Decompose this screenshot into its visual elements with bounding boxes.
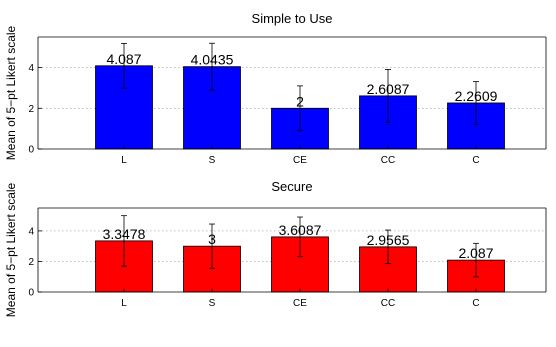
error-bar-ce	[297, 216, 303, 258]
y-tick-label: 2	[28, 257, 34, 268]
data-label-s: 3	[208, 231, 216, 247]
data-label-s: 4.0435	[191, 52, 234, 68]
x-tick-label-l: L	[121, 155, 127, 166]
x-tick-label-ce: CE	[293, 298, 307, 309]
chart-title: Secure	[271, 179, 312, 194]
error-bar-c	[473, 242, 479, 278]
error-bar-s	[209, 42, 215, 91]
data-label-c: 2.087	[458, 245, 493, 261]
y-tick-label: 2	[28, 104, 34, 115]
data-label-ce: 3.6087	[279, 222, 322, 238]
error-bar-l	[121, 42, 127, 89]
data-label-cc: 2.6087	[367, 81, 410, 97]
x-tick-label-c: C	[472, 155, 479, 166]
error-bar-c	[473, 81, 479, 125]
y-tick-label: 4	[28, 226, 34, 237]
error-bar-cc	[385, 69, 391, 123]
data-label-l: 3.3478	[103, 226, 146, 242]
data-label-cc: 2.9565	[367, 232, 410, 248]
y-tick-label: 0	[28, 145, 34, 156]
x-tick-label-cc: CC	[381, 155, 395, 166]
x-tick-label-l: L	[121, 298, 127, 309]
y-axis-label: Mean of 5−pt Likert scale	[4, 182, 18, 317]
x-tick-label-c: C	[472, 298, 479, 309]
x-tick-label-s: S	[209, 155, 216, 166]
error-bar-cc	[385, 229, 391, 265]
data-label-c: 2.2609	[455, 88, 498, 104]
x-tick-label-cc: CC	[381, 298, 395, 309]
error-bar-l	[121, 215, 127, 267]
y-tick-label: 4	[28, 63, 34, 74]
y-axis-label: Mean of 5−pt Likert scale	[4, 25, 18, 160]
x-tick-label-ce: CE	[293, 155, 307, 166]
y-tick-label: 0	[28, 288, 34, 299]
error-bar-s	[209, 223, 215, 269]
chart-title: Simple to Use	[252, 11, 333, 26]
data-label-l: 4.087	[106, 51, 141, 67]
data-label-ce: 2	[296, 93, 304, 109]
x-tick-label-s: S	[209, 298, 216, 309]
error-bar-ce	[297, 85, 303, 132]
